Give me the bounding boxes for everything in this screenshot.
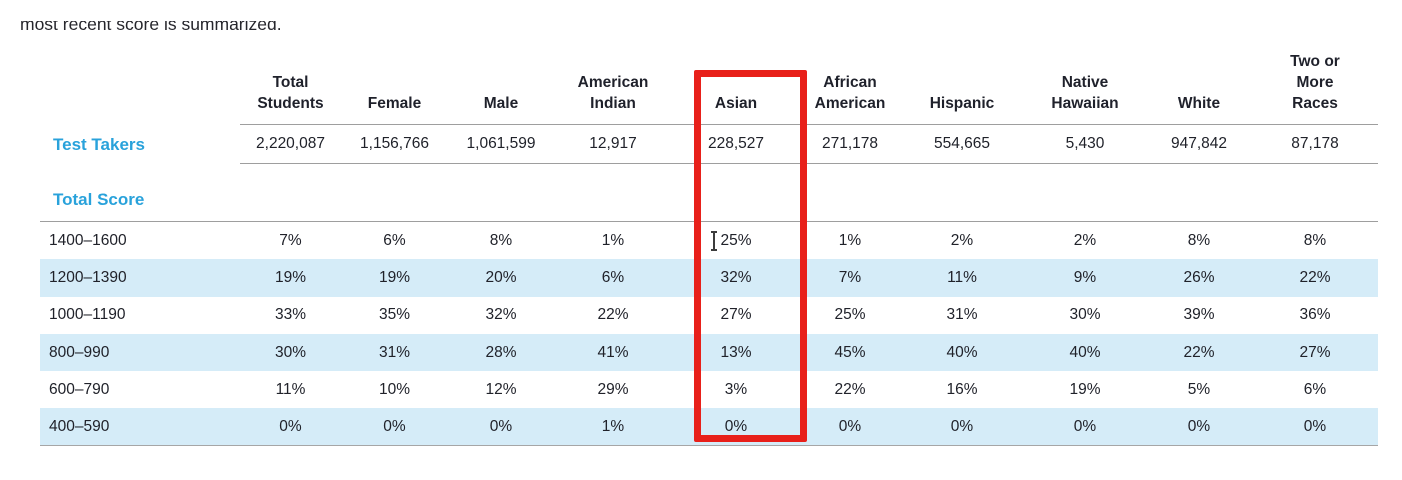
column-header-african-american: African American bbox=[800, 42, 900, 125]
percent-cell: 6% bbox=[554, 259, 672, 297]
test-takers-value: 2,220,087 bbox=[240, 125, 341, 164]
percent-cell: 0% bbox=[1024, 408, 1146, 446]
percent-cell: 6% bbox=[383, 231, 406, 249]
percent-cell: 30% bbox=[1069, 306, 1101, 324]
column-header-male: Male bbox=[448, 42, 554, 125]
percent-cell: 5% bbox=[1187, 380, 1211, 398]
test-takers-value: 1,061,599 bbox=[448, 125, 554, 164]
percent-cell: 39% bbox=[1183, 306, 1215, 324]
percent-cell: 0% bbox=[240, 408, 341, 446]
percent-cell: 19% bbox=[341, 259, 448, 297]
percent-cell: 0% bbox=[448, 408, 554, 446]
percent-cell: 27% bbox=[1252, 333, 1378, 372]
test-takers-value: 1,156,766 bbox=[341, 125, 448, 164]
percent-cell: 29% bbox=[597, 380, 629, 398]
test-takers-value: 271,178 bbox=[800, 125, 900, 164]
score-table: Total Students Female Male American Indi… bbox=[40, 42, 1378, 446]
percent-cell: 22% bbox=[1252, 259, 1378, 297]
percent-cell: 2% bbox=[950, 231, 974, 249]
test-takers-value: 228,527 bbox=[672, 125, 800, 164]
column-header-native-hawaiian: Native Hawaiian bbox=[1024, 42, 1146, 125]
column-header-white: White bbox=[1146, 42, 1252, 125]
row-label: 1400–1600 bbox=[49, 231, 127, 249]
highlight-box-asian-column bbox=[694, 70, 807, 442]
percent-cell: 1% bbox=[601, 231, 625, 249]
column-header-total-students: Total Students bbox=[240, 42, 341, 125]
percent-cell: 31% bbox=[946, 306, 978, 324]
percent-cell: 2% bbox=[1073, 231, 1097, 249]
percent-cell: 33% bbox=[274, 306, 307, 324]
test-takers-value: 947,842 bbox=[1146, 125, 1252, 164]
percent-cell: 45% bbox=[800, 333, 900, 372]
percent-cell: 25% bbox=[720, 231, 752, 249]
percent-cell: 1% bbox=[554, 408, 672, 446]
percent-cell: 35% bbox=[378, 306, 411, 324]
percent-cell: 41% bbox=[554, 333, 672, 372]
column-header-two-or-more-races: Two or More Races bbox=[1252, 42, 1378, 125]
percent-cell: 28% bbox=[448, 333, 554, 372]
row-label: 1200–1390 bbox=[40, 259, 240, 297]
percent-cell: 10% bbox=[378, 380, 411, 398]
test-takers-label: Test Takers bbox=[53, 134, 145, 154]
percent-cell: 8% bbox=[1187, 231, 1211, 249]
percent-cell: 6% bbox=[1303, 380, 1327, 398]
text-cursor-icon bbox=[711, 231, 717, 251]
percent-cell: 32% bbox=[672, 259, 800, 297]
intro-text-clipped: most recent score is summarized. bbox=[20, 12, 282, 37]
percent-cell: 9% bbox=[1024, 259, 1146, 297]
percent-cell: 12% bbox=[485, 380, 517, 398]
percent-cell: 11% bbox=[275, 380, 306, 398]
intro-text: most recent score is summarized. bbox=[20, 14, 282, 34]
test-takers-value: 87,178 bbox=[1252, 125, 1378, 164]
section-label-total-score: Total Score bbox=[40, 164, 1378, 222]
percent-cell: 0% bbox=[800, 408, 900, 446]
percent-cell: 8% bbox=[489, 231, 513, 249]
percent-cell: 19% bbox=[1069, 380, 1101, 398]
row-label: 400–590 bbox=[40, 408, 240, 446]
row-label: 600–790 bbox=[49, 380, 110, 398]
test-takers-value: 554,665 bbox=[900, 125, 1024, 164]
percent-cell: 11% bbox=[900, 259, 1024, 297]
percent-cell: 22% bbox=[1146, 333, 1252, 372]
percent-cell: 19% bbox=[240, 259, 341, 297]
percent-cell: 30% bbox=[240, 333, 341, 372]
test-takers-value: 5,430 bbox=[1024, 125, 1146, 164]
percent-cell: 40% bbox=[1024, 333, 1146, 372]
column-header-female: Female bbox=[341, 42, 448, 125]
percent-cell: 8% bbox=[1303, 231, 1327, 249]
percent-cell: 25% bbox=[834, 306, 866, 324]
percent-cell: 40% bbox=[900, 333, 1024, 372]
percent-cell: 31% bbox=[341, 333, 448, 372]
percent-cell: 7% bbox=[800, 259, 900, 297]
row-label: 800–990 bbox=[40, 333, 240, 372]
percent-cell: 0% bbox=[1252, 408, 1378, 446]
header-spacer bbox=[40, 42, 240, 125]
percent-cell: 26% bbox=[1146, 259, 1252, 297]
percent-cell: 36% bbox=[1299, 306, 1331, 324]
percent-cell: 20% bbox=[448, 259, 554, 297]
percent-cell: 13% bbox=[672, 333, 800, 372]
percent-cell: 7% bbox=[279, 231, 302, 249]
column-header-asian: Asian bbox=[672, 42, 800, 125]
column-header-hispanic: Hispanic bbox=[900, 42, 1024, 125]
percent-cell: 22% bbox=[834, 380, 866, 398]
percent-cell: 22% bbox=[597, 306, 629, 324]
test-takers-value: 12,917 bbox=[554, 125, 672, 164]
percent-cell: 0% bbox=[341, 408, 448, 446]
percent-cell: 27% bbox=[720, 306, 752, 324]
percent-cell: 1% bbox=[838, 231, 862, 249]
percent-cell: 16% bbox=[946, 380, 978, 398]
percent-cell: 0% bbox=[1146, 408, 1252, 446]
column-header-american-indian: American Indian bbox=[554, 42, 672, 125]
percent-cell: 0% bbox=[900, 408, 1024, 446]
percent-cell: 32% bbox=[485, 306, 517, 324]
row-label: 1000–1190 bbox=[49, 306, 126, 324]
percent-cell: 3% bbox=[724, 380, 748, 398]
